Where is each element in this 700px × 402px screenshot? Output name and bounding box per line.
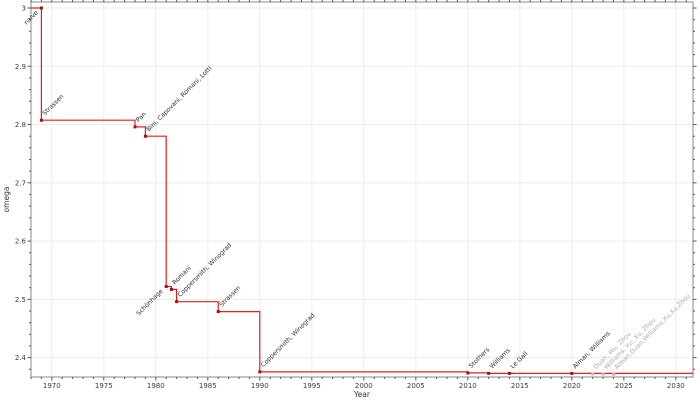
- data-point-marker: [39, 6, 43, 10]
- data-point-marker: [466, 371, 470, 375]
- y-tick-label: 2.4: [15, 354, 27, 362]
- pending-data-point-marker: [601, 372, 605, 376]
- x-tick-label: 2025: [615, 382, 633, 390]
- data-point-marker: [570, 371, 574, 375]
- tick-labels: 1970 1975 1980 1985 1990 1995 2000 2005 2010 2015…: [15, 5, 685, 390]
- x-tick-label: 2020: [563, 382, 581, 390]
- pending-data-point-marker: [611, 372, 615, 376]
- data-point-marker: [216, 310, 220, 314]
- x-tick-label: 1975: [95, 382, 113, 390]
- axis-ticks: [27, 0, 697, 381]
- x-tick-label: 2010: [459, 382, 477, 390]
- y-tick-label: 2.5: [15, 296, 26, 304]
- grid-lines: [31, 2, 693, 377]
- x-tick-label: 1970: [43, 382, 61, 390]
- y-tick-label: 2.7: [15, 179, 26, 187]
- data-point-marker: [487, 371, 491, 375]
- plot-border: [30, 1, 694, 378]
- data-point-markers: [39, 6, 615, 376]
- data-point-marker: [507, 371, 511, 375]
- x-axis-title: Year: [353, 390, 371, 399]
- data-point-marker: [133, 125, 137, 129]
- x-tick-label: 1980: [147, 382, 165, 390]
- x-tick-label: 1985: [199, 382, 217, 390]
- data-point-marker: [258, 370, 262, 374]
- x-tick-label: 1990: [251, 382, 269, 390]
- data-point-marker: [143, 134, 147, 138]
- data-point-marker: [39, 118, 43, 122]
- data-point-marker: [169, 287, 173, 291]
- y-tick-label: 2.6: [15, 238, 27, 246]
- x-tick-label: 2000: [355, 382, 373, 390]
- x-tick-label: 2005: [407, 382, 425, 390]
- x-tick-label: 1995: [303, 382, 321, 390]
- x-tick-label: 2015: [511, 382, 529, 390]
- pending-data-point-marker: [591, 372, 595, 376]
- y-tick-label: 2.8: [15, 121, 26, 129]
- y-tick-label: 3: [22, 5, 26, 13]
- data-point-marker: [164, 285, 168, 289]
- y-axis-title: omega: [2, 187, 11, 213]
- y-tick-label: 2.9: [15, 63, 26, 71]
- x-tick-label: 2030: [667, 382, 685, 390]
- data-point-marker: [175, 300, 179, 304]
